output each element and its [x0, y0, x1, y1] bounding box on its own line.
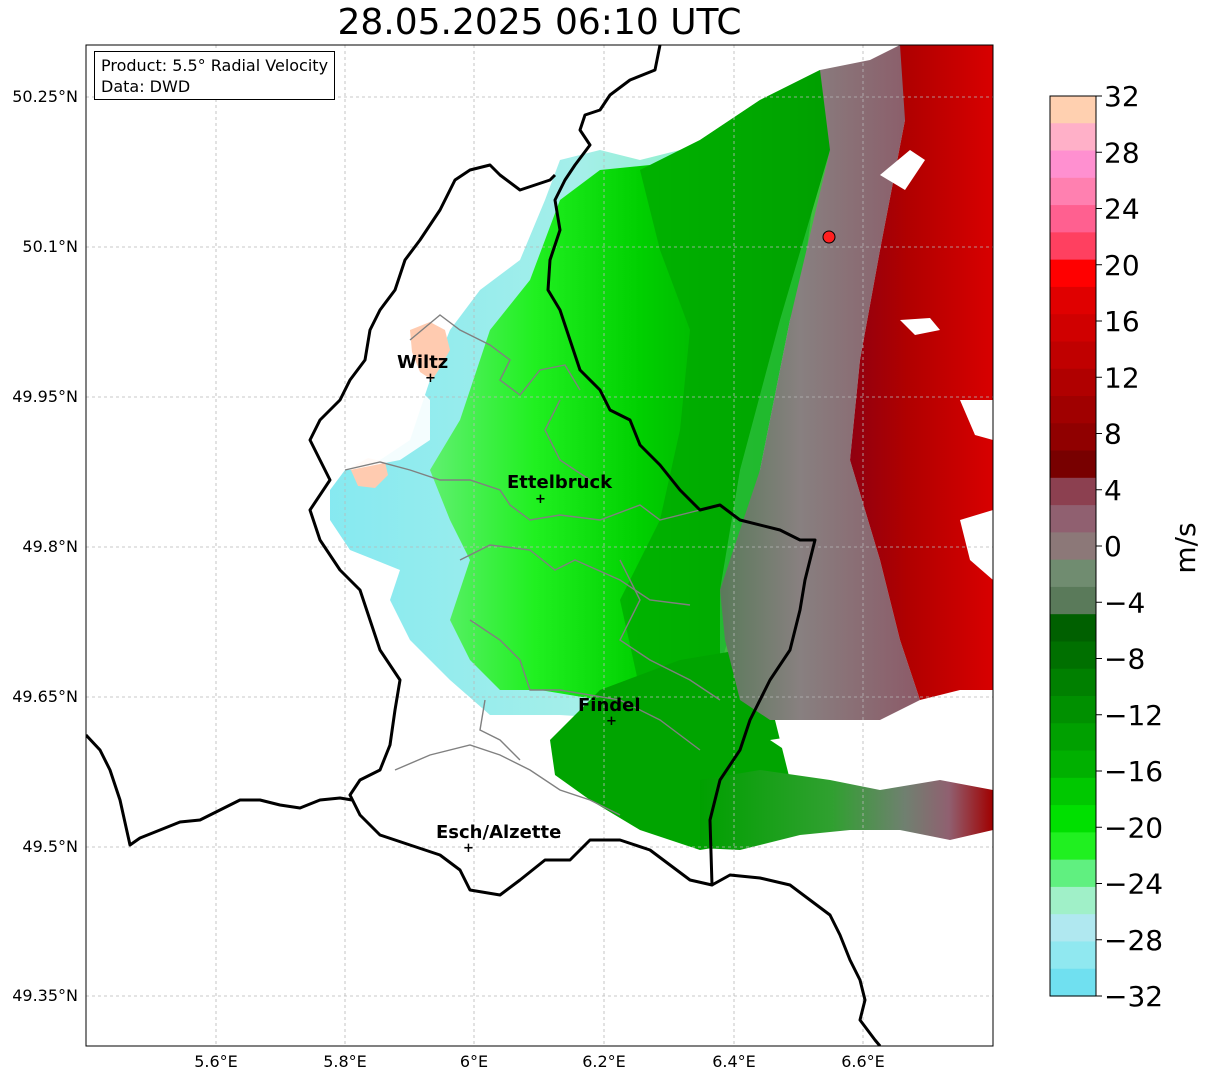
colorbar-swatch — [1050, 586, 1096, 615]
colorbar-label: m/s — [1169, 522, 1202, 573]
city-wiltz: Wiltz + — [397, 352, 448, 386]
colorbar-swatch — [1050, 450, 1096, 479]
colorbar-ticks: 32 28 24 20 16 12 8 4 0 −4 −8 −12 −16 −20 −24 −28 −32 — [1096, 80, 1163, 1013]
city-marker-wiltz: + — [425, 371, 436, 386]
colorbar-tick-label: −4 — [1104, 586, 1145, 619]
x-tick-label: 5.6°E — [194, 1052, 238, 1071]
colorbar-tick-label: 16 — [1104, 305, 1140, 338]
colorbar-swatch — [1050, 914, 1096, 943]
colorbar — [1050, 96, 1096, 997]
city-marker-ettelbruck: + — [535, 492, 546, 507]
product-info-box: Product: 5.5° Radial Velocity Data: DWD — [94, 51, 336, 100]
colorbar-swatch — [1050, 777, 1096, 806]
colorbar-swatch — [1050, 123, 1096, 152]
y-tick-label: 49.8°N — [22, 537, 78, 556]
colorbar-swatch — [1050, 941, 1096, 970]
colorbar-swatch — [1050, 396, 1096, 424]
colorbar-swatch — [1050, 205, 1096, 233]
radar-velocity-field — [310, 45, 993, 850]
colorbar-swatch — [1050, 505, 1096, 533]
city-label-esch-alzette: Esch/Alzette — [436, 822, 561, 843]
country-borders — [86, 45, 882, 1046]
colorbar-swatch — [1050, 341, 1096, 370]
colorbar-swatch — [1050, 832, 1096, 861]
colorbar-tick-label: −24 — [1104, 868, 1163, 901]
radar-site-marker — [822, 230, 836, 244]
y-axis: 50.25°N 50.1°N 49.95°N 49.8°N 49.65°N 49… — [12, 87, 78, 1005]
colorbar-tick-label: −20 — [1104, 811, 1163, 844]
colorbar-swatch — [1050, 968, 1096, 997]
colorbar-swatch — [1050, 368, 1096, 397]
colorbar-tick-label: −28 — [1104, 924, 1163, 957]
colorbar-swatch — [1050, 286, 1096, 315]
colorbar-swatch — [1050, 723, 1096, 752]
x-tick-label: 6.6°E — [841, 1052, 885, 1071]
y-tick-label: 50.25°N — [12, 87, 78, 106]
y-tick-label: 49.95°N — [12, 387, 78, 406]
x-axis: 5.6°E 5.8°E 6°E 6.2°E 6.4°E 6.6°E — [194, 1052, 885, 1071]
y-tick-label: 49.35°N — [12, 986, 78, 1005]
colorbar-tick-label: −16 — [1104, 755, 1163, 788]
city-label-wiltz: Wiltz — [397, 352, 448, 373]
city-marker-esch-alzette: + — [463, 841, 474, 856]
data-source-text: Data: DWD — [101, 77, 191, 96]
colorbar-swatch — [1050, 696, 1096, 724]
colorbar-swatch — [1050, 477, 1096, 506]
colorbar-swatch — [1050, 96, 1096, 124]
map-frame — [85, 44, 994, 1047]
colorbar-tick-label: 4 — [1104, 474, 1122, 507]
x-tick-label: 6.4°E — [712, 1052, 756, 1071]
city-label-findel: Findel — [578, 695, 641, 716]
city-esch-alzette: Esch/Alzette + — [436, 822, 561, 856]
colorbar-swatch — [1050, 150, 1096, 179]
y-tick-label: 50.1°N — [22, 237, 78, 256]
city-findel: Findel + — [578, 695, 641, 729]
colorbar-tick-label: 24 — [1104, 193, 1140, 226]
colorbar-swatch — [1050, 859, 1096, 888]
colorbar-tick-label: 20 — [1104, 249, 1140, 282]
x-tick-label: 6°E — [460, 1052, 488, 1071]
colorbar-swatch — [1050, 177, 1096, 206]
colorbar-swatch — [1050, 559, 1096, 588]
colorbar-tick-label: 28 — [1104, 136, 1140, 169]
colorbar-swatch — [1050, 805, 1096, 833]
colorbar-tick-label: 32 — [1104, 80, 1140, 113]
colorbar-tick-label: 8 — [1104, 418, 1122, 451]
x-tick-label: 6.2°E — [582, 1052, 626, 1071]
city-ettelbruck: Ettelbruck + — [507, 472, 613, 507]
colorbar-tick-label: −8 — [1104, 643, 1145, 676]
colorbar-swatch — [1050, 532, 1096, 561]
colorbar-swatch — [1050, 423, 1096, 452]
colorbar-swatch — [1050, 614, 1096, 643]
product-text: Product: 5.5° Radial Velocity — [101, 56, 329, 75]
colorbar-swatch — [1050, 314, 1096, 343]
city-marker-findel: + — [606, 714, 617, 729]
colorbar-tick-label: −32 — [1104, 980, 1163, 1013]
colorbar-swatch — [1050, 232, 1096, 261]
x-tick-label: 5.8°E — [323, 1052, 367, 1071]
colorbar-tick-label: 12 — [1104, 361, 1140, 394]
colorbar-swatch — [1050, 259, 1096, 288]
map-title: 28.05.2025 06:10 UTC — [337, 2, 742, 43]
y-tick-label: 49.65°N — [12, 687, 78, 706]
colorbar-swatch — [1050, 886, 1096, 915]
colorbar-tick-label: 0 — [1104, 530, 1122, 563]
canton-borders — [344, 314, 721, 816]
city-label-ettelbruck: Ettelbruck — [507, 472, 613, 493]
colorbar-swatch — [1050, 750, 1096, 779]
colorbar-swatch — [1050, 641, 1096, 670]
colorbar-swatch — [1050, 668, 1096, 697]
y-tick-label: 49.5°N — [22, 837, 78, 856]
colorbar-tick-label: −12 — [1104, 699, 1163, 732]
